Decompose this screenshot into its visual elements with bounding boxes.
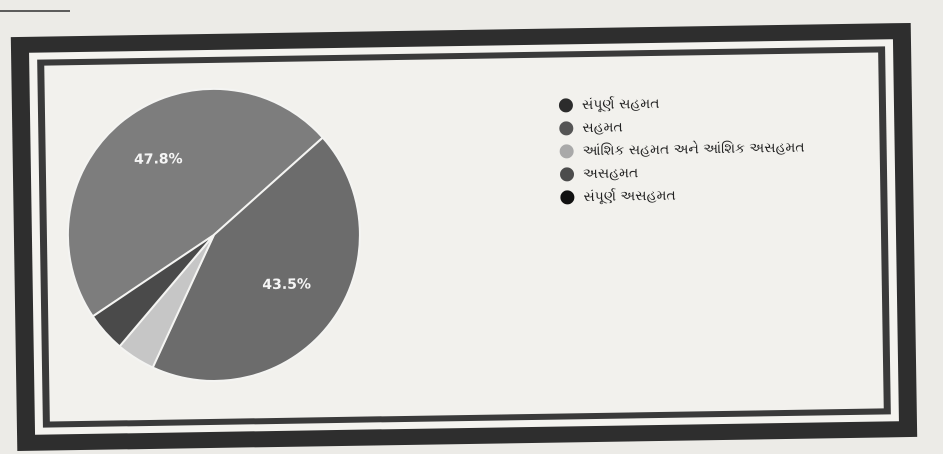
- pie-slice-1: [151, 136, 361, 382]
- legend-item-4: સંપૂર્ણ અસહમત: [560, 182, 805, 209]
- legend-swatch-2: [559, 143, 574, 158]
- pie-slice-3: [91, 234, 215, 348]
- pie-slice-0: [66, 87, 325, 318]
- legend-label-3: અસહમત: [582, 164, 639, 182]
- legend-label-4: સંપૂર્ણ અસહમત: [583, 187, 676, 205]
- legend-swatch-0: [558, 97, 574, 112]
- chart-outer-frame: 47.8% 43.5% સંપૂર્ણ સહમત સહમત આંશિક સહમત અન…: [10, 22, 918, 452]
- legend-label-2: આંશિક સહમત અને આંશિક અસહમત: [582, 139, 805, 159]
- pie-data-label-1: 43.5%: [262, 276, 311, 293]
- legend-label-1: સહમત: [582, 118, 623, 136]
- chart-plot-area: 47.8% 43.5% સંપૂર્ણ સહમત સહમત આંશિક સહમત અન…: [44, 52, 884, 422]
- pie-chart: 47.8% 43.5%: [66, 87, 361, 382]
- legend-swatch-1: [559, 120, 574, 135]
- chart-legend: સંપૂર્ણ સહમત સહમત આંશિક સહમત અને આંશિક અસહ…: [558, 90, 806, 209]
- legend-swatch-3: [559, 166, 575, 181]
- underline-mark: [0, 0, 70, 12]
- pie-data-label-0: 47.8%: [134, 151, 183, 168]
- legend-label-0: સંપૂર્ણ સહમત: [581, 95, 660, 113]
- legend-swatch-4: [560, 189, 575, 204]
- chart-inner-frame: 47.8% 43.5% સંપૂર્ણ સહમત સહમત આંશિક સહમત અન…: [37, 46, 891, 428]
- chart-frame-gap: 47.8% 43.5% સંપૂર્ણ સહમત સહમત આંશિક સહમત અન…: [29, 39, 899, 435]
